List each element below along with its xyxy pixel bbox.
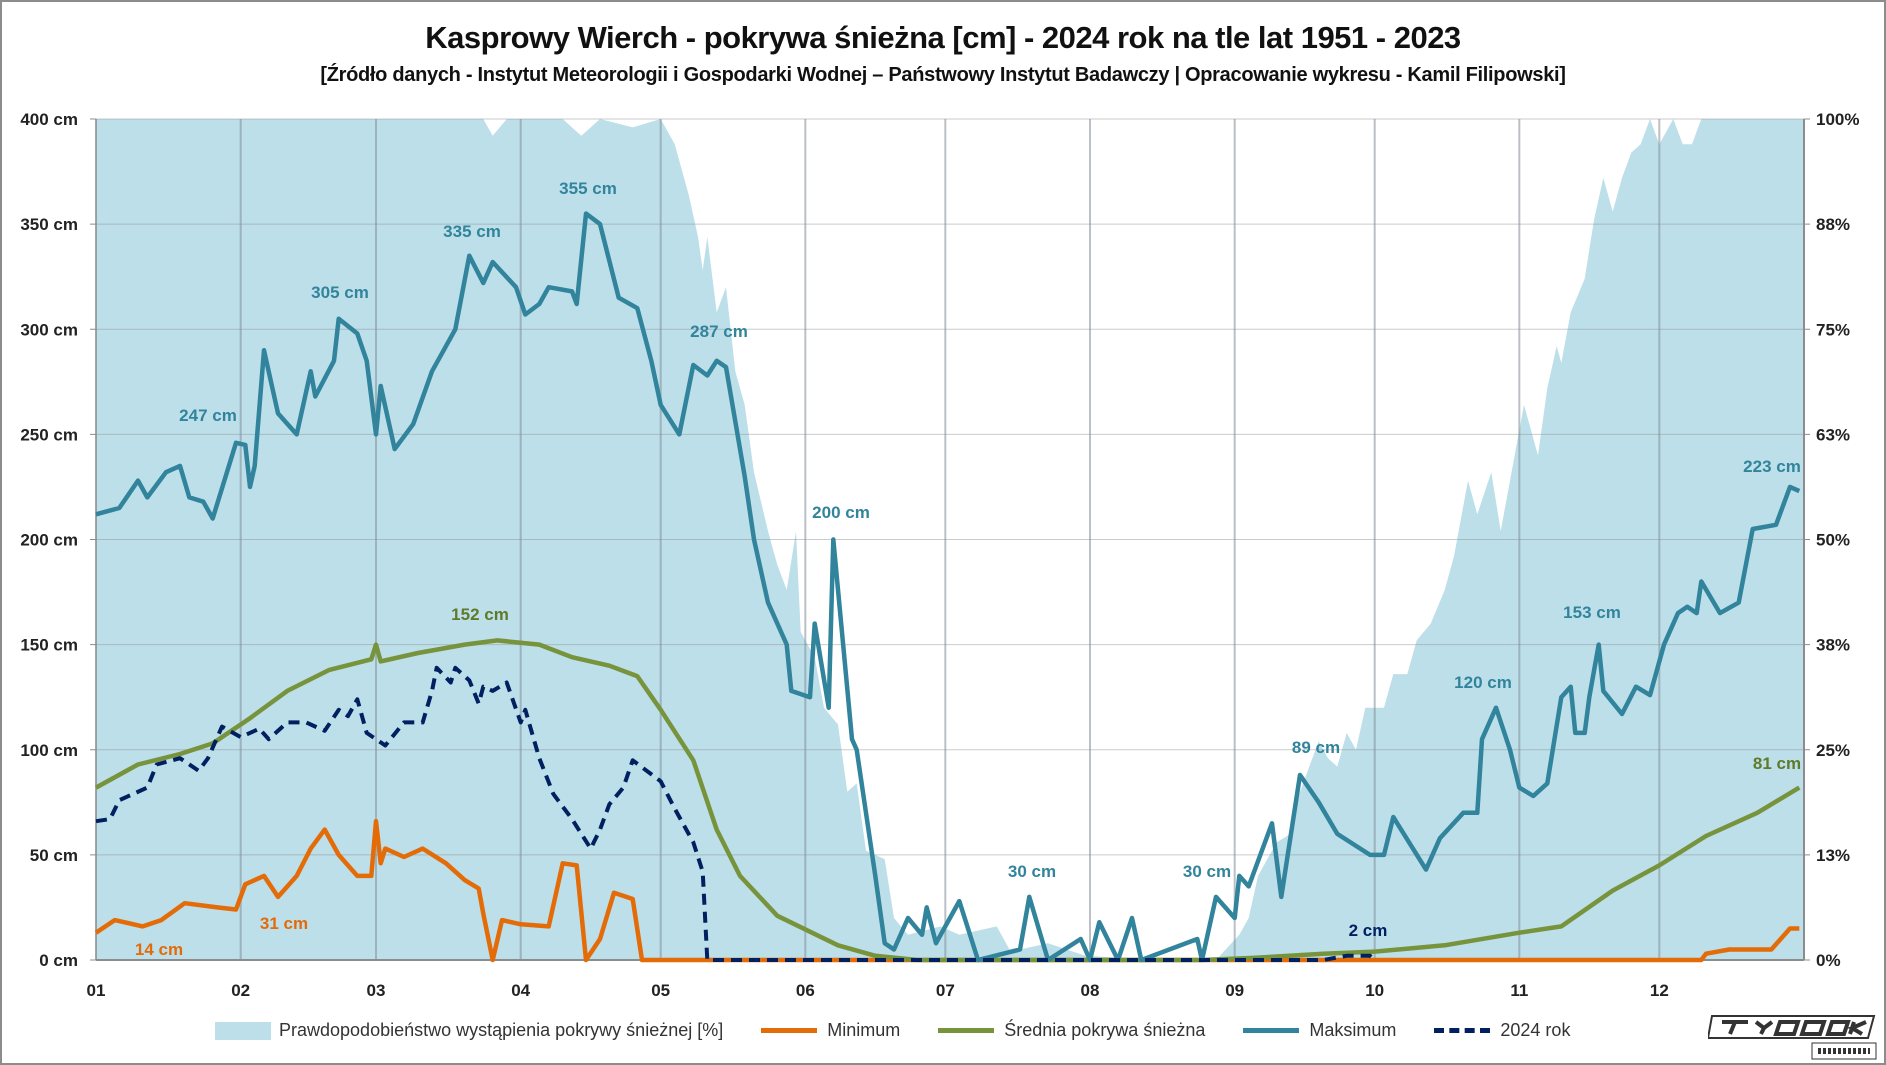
y-tick-label-left: 250 cm [20,425,78,444]
data-label-2024: 2 cm [1349,921,1388,940]
legend-item-average[interactable]: Średnia pokrywa śnieżna [938,1020,1205,1041]
data-label-max: 30 cm [1008,862,1056,881]
y-tick-label-right: 0% [1816,951,1841,970]
y-tick-label-right: 100% [1816,110,1859,129]
y-tick-label-left: 150 cm [20,636,78,655]
x-tick-label: 07 [936,981,955,1000]
y-tick-label-left: 400 cm [20,110,78,129]
x-tick-label: 10 [1365,981,1384,1000]
legend-swatch-line [1243,1028,1300,1033]
y-tick-label-left: 50 cm [30,846,78,865]
legend-label: 2024 rok [1500,1020,1571,1040]
data-label-max: 153 cm [1563,603,1621,622]
legend-item-2024[interactable]: 2024 rok [1434,1020,1570,1041]
x-tick-label: 06 [796,981,815,1000]
data-label-min: 14 cm [135,940,183,959]
data-label-max: 287 cm [690,322,748,341]
legend-swatch-line [761,1028,818,1033]
x-tick-label: 01 [87,981,106,1000]
x-tick-label: 11 [1510,981,1528,1000]
legend-item-minimum[interactable]: Minimum [761,1020,900,1041]
y-tick-label-right: 25% [1816,741,1850,760]
minimum-line [94,818,1800,963]
data-label-max: 355 cm [559,179,617,198]
x-tick-label: 05 [651,981,670,1000]
y-tick-label-right: 88% [1816,215,1850,234]
data-label-max: 200 cm [812,503,870,522]
logo-letters [1722,1020,1867,1036]
data-label-avg: 81 cm [1753,754,1801,773]
chart-subtitle: [Źródło danych - Instytut Meteorologii i… [320,64,1566,86]
legend-swatch-line [938,1028,995,1033]
data-label-min: 31 cm [260,914,308,933]
data-label-max: 120 cm [1454,673,1512,692]
y-tick-label-left: 200 cm [20,531,78,550]
legend-label: Minimum [827,1020,901,1040]
tygodnik-podhalanski-logo [1708,1015,1877,1060]
data-label-max: 335 cm [443,222,501,241]
x-tick-label: 02 [231,981,250,1000]
legend-label: Prawdopodobieństwo wystąpienia pokrywy ś… [279,1020,724,1040]
legend: Prawdopodobieństwo wystąpienia pokrywy ś… [215,1020,1570,1041]
legend-item-maximum[interactable]: Maksimum [1243,1020,1396,1041]
data-label-avg: 152 cm [451,605,509,624]
y-tick-label-left: 0 cm [39,951,78,970]
data-label-max: 30 cm [1183,862,1231,881]
legend-label: Średnia pokrywa śnieżna [1004,1020,1206,1040]
maximum-line [95,211,1801,963]
chart-title: Kasprowy Wierch - pokrywa śnieżna [cm] -… [425,20,1461,55]
y-tick-label-left: 100 cm [20,741,78,760]
data-label-max: 305 cm [311,283,369,302]
x-tick-label: 04 [511,981,530,1000]
data-label-max: 89 cm [1292,738,1340,757]
x-tick-label: 12 [1650,981,1669,1000]
legend-label: Maksimum [1309,1020,1397,1040]
y-tick-label-left: 300 cm [20,320,78,339]
average-line [94,638,1801,963]
y-tick-label-right: 38% [1816,636,1850,655]
y-tick-label-right: 50% [1816,531,1850,550]
y-tick-label-right: 63% [1816,425,1850,444]
data-label-max: 223 cm [1743,457,1801,476]
y-tick-label-right: 75% [1816,320,1850,339]
y-tick-label-right: 13% [1816,846,1850,865]
legend-swatch-area [215,1021,271,1040]
x-tick-label: 08 [1081,981,1100,1000]
y-tick-label-left: 350 cm [20,215,78,234]
x-tick-label: 03 [367,981,386,1000]
x-tick-label: 09 [1225,981,1244,1000]
legend-swatch-dashed [1434,1028,1491,1033]
year-2024-line [95,665,1377,962]
data-label-max: 247 cm [179,406,237,425]
probability-area [96,119,1804,960]
legend-item-probability[interactable]: Prawdopodobieństwo wystąpienia pokrywy ś… [215,1020,723,1041]
